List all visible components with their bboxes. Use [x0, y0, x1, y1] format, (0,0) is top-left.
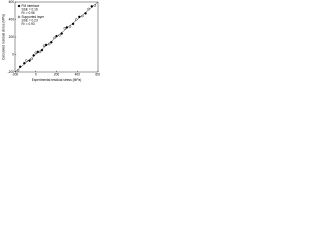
legend-marker: [17, 15, 21, 19]
data-point: [28, 59, 31, 62]
legend-note: R² = 0.96: [22, 11, 35, 15]
legend-label: Supported layer: [22, 15, 45, 19]
x-axis-label: Experimental residual stress (MPa): [32, 78, 82, 82]
data-point: [90, 5, 93, 8]
y-tick-label: -200: [8, 70, 15, 74]
data-point: [30, 57, 33, 61]
data-point: [25, 59, 28, 62]
data-point: [65, 26, 69, 29]
data-point: [81, 14, 84, 18]
legend-note: SSE = 0.16: [22, 7, 38, 11]
data-point: [32, 54, 35, 57]
y-tick-label: 400: [9, 17, 15, 21]
data-point: [42, 44, 46, 47]
y-tick-label: 0: [12, 52, 14, 56]
y-tick-label: 200: [9, 35, 15, 39]
page: {"chart_data": {"type": "scatter", "xlab…: [0, 0, 100, 84]
chart: -200 0 200 400 600 -200 0 200 400 600 Experimental…: [1, 0, 100, 82]
data-point: [44, 43, 48, 47]
data-point: [63, 27, 67, 30]
x-tick-label: 400: [75, 72, 81, 76]
legend-marker: [17, 4, 21, 8]
y-axis-label: Calculated residual stress (MPa): [1, 14, 5, 60]
y-tick-label: 600: [9, 0, 15, 4]
data-point: [16, 69, 20, 72]
x-tick-label: 0: [35, 72, 37, 76]
data-point: [58, 34, 61, 37]
data-point: [84, 12, 87, 15]
legend-note: R² = 0.93: [22, 22, 35, 26]
data-point: [53, 36, 56, 40]
x-tick-label: 600: [95, 72, 100, 76]
x-tick-label: -200: [12, 72, 19, 76]
data-point: [40, 48, 44, 52]
data-point: [75, 18, 78, 21]
legend-label: FM interface: [22, 4, 40, 8]
data-point: [36, 50, 40, 54]
data-point: [93, 4, 97, 7]
data-point: [23, 62, 26, 65]
data-point: [48, 42, 51, 46]
data-point: [87, 7, 90, 11]
data-point: [34, 51, 37, 54]
data-point: [78, 15, 81, 19]
data-point: [50, 41, 53, 44]
data-point: [68, 25, 72, 28]
legend-note: SSE = 0.23: [22, 18, 38, 22]
data-point: [60, 32, 63, 35]
data-point: [38, 50, 42, 54]
x-tick-label: 200: [54, 72, 60, 76]
data-point: [71, 22, 75, 26]
data-point: [18, 65, 22, 68]
data-point: [55, 34, 58, 38]
